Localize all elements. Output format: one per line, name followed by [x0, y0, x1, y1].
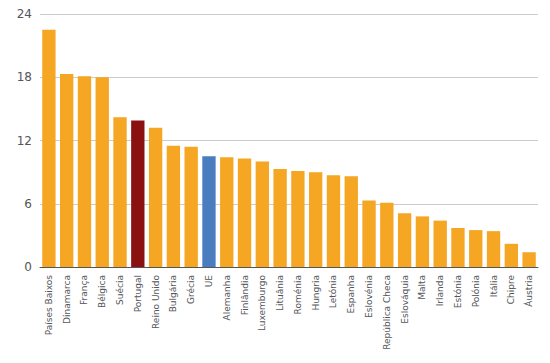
svg-text:Dinamarca: Dinamarca: [62, 275, 72, 324]
svg-text:Portugal: Portugal: [133, 275, 143, 312]
svg-text:Finlândia: Finlândia: [240, 275, 250, 315]
svg-text:Espanha: Espanha: [346, 275, 356, 314]
svg-text:Estónia: Estónia: [453, 275, 463, 308]
svg-text:Bélgica: Bélgica: [97, 275, 107, 308]
svg-text:Lituânia: Lituânia: [275, 275, 285, 311]
svg-text:Polónia: Polónia: [471, 275, 481, 307]
svg-text:Chipre: Chipre: [506, 275, 516, 305]
svg-text:Reino Unido: Reino Unido: [151, 275, 161, 329]
svg-text:0: 0: [24, 260, 32, 274]
svg-text:República Checa: República Checa: [382, 275, 392, 350]
svg-text:18: 18: [17, 70, 32, 84]
svg-text:Grécia: Grécia: [186, 275, 196, 304]
svg-text:UE: UE: [204, 275, 214, 288]
svg-text:Suécia: Suécia: [115, 275, 125, 305]
svg-text:Países Baixos: Países Baixos: [44, 275, 54, 336]
svg-text:Irlanda: Irlanda: [435, 275, 445, 306]
svg-text:Áustria: Áustria: [523, 275, 534, 307]
svg-text:Malta: Malta: [417, 275, 427, 300]
svg-text:Eslováquia: Eslováquia: [400, 275, 410, 324]
svg-text:Letónia: Letónia: [328, 275, 338, 308]
svg-text:França: França: [79, 275, 89, 305]
svg-text:Luxemburgo: Luxemburgo: [257, 275, 267, 332]
svg-text:Alemanha: Alemanha: [222, 275, 232, 320]
svg-text:Bulgária: Bulgária: [168, 275, 178, 312]
svg-text:6: 6: [24, 197, 32, 211]
svg-text:Eslovénia: Eslovénia: [364, 275, 374, 318]
svg-text:12: 12: [17, 134, 32, 148]
svg-text:Hungria: Hungria: [311, 275, 321, 311]
svg-text:24: 24: [17, 7, 32, 21]
svg-text:Roménia: Roménia: [293, 275, 303, 314]
svg-text:Itália: Itália: [489, 275, 499, 297]
